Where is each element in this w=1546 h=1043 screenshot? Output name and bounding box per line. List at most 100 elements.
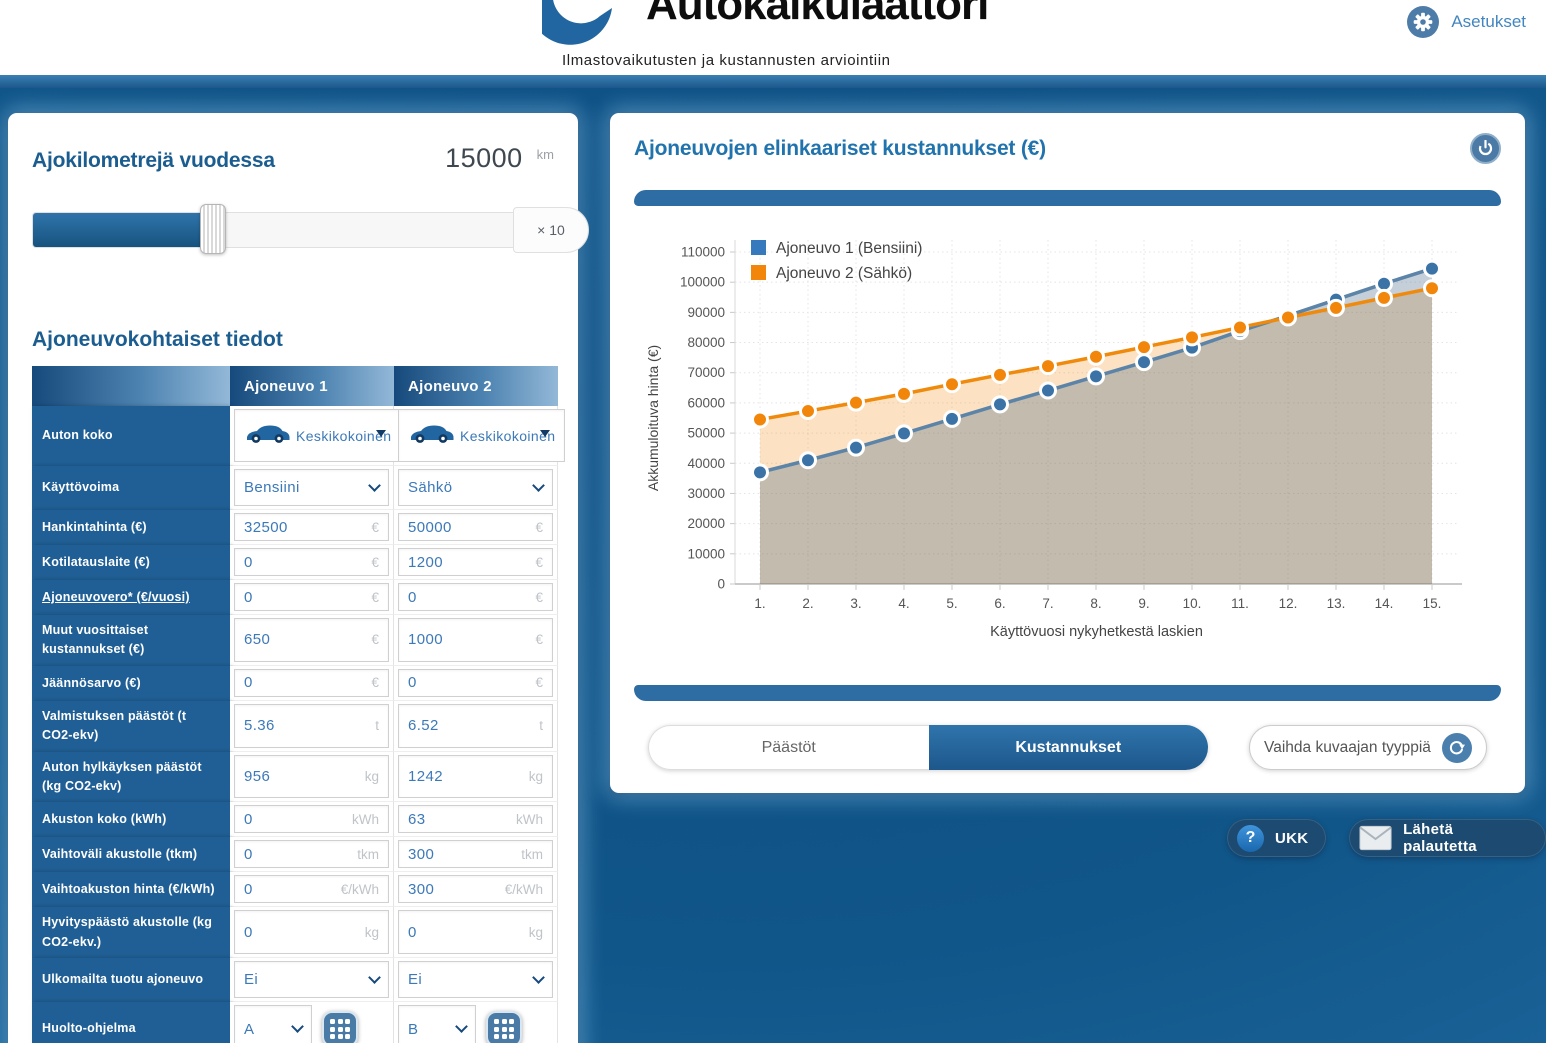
row-label: Muut vuosittaiset kustannukset (€) [32, 615, 230, 666]
unit-suffix: € [535, 632, 543, 648]
number-input[interactable]: 0 kg [234, 910, 389, 954]
multiplier-button[interactable]: × 10 [513, 207, 589, 253]
number-input[interactable]: 1200 € [398, 548, 553, 576]
feedback-label: Lähetä palautetta [1403, 821, 1477, 855]
number-input[interactable]: 0 € [398, 668, 553, 697]
unit-suffix: € [535, 589, 543, 605]
power-icon[interactable] [1470, 133, 1501, 164]
vehicle-input-panel: Ajokilometrejä vuodessa 15000 km × 10 Aj… [8, 113, 589, 1043]
number-input[interactable]: 650 € [234, 618, 389, 662]
row-label[interactable]: Ajoneuvovero* (€/vuosi) [32, 580, 230, 615]
value-cell-vehicle2: 1242 kg [394, 751, 558, 803]
number-input[interactable]: 0 €/kWh [234, 875, 389, 904]
app-logo-icon [542, 0, 612, 45]
number-input[interactable]: 0 € [398, 583, 553, 611]
unit-suffix: € [371, 589, 379, 605]
unit-suffix: kg [364, 768, 379, 784]
car-size-select[interactable]: Keskikokoinen [398, 409, 566, 462]
row-label: Auton hylkäyksen päästöt (kg CO2-ekv) [32, 751, 230, 803]
change-chart-type-button[interactable]: Vaihda kuvaajan tyyppiä [1249, 725, 1487, 770]
svg-text:40000: 40000 [687, 456, 725, 471]
number-input[interactable]: 956 kg [234, 754, 389, 799]
number-input[interactable]: 0 € [234, 583, 389, 611]
chevron-down-icon [368, 970, 381, 984]
number-input[interactable]: 0 kg [398, 910, 553, 954]
number-input[interactable]: 6.52 t [398, 703, 553, 748]
settings-button[interactable]: /**/ Asetukset [1407, 6, 1526, 38]
number-input[interactable]: 0 € [234, 548, 389, 576]
number-input[interactable]: 0 tkm [234, 840, 389, 869]
value-cell-vehicle2: B [394, 1002, 558, 1043]
annual-km-slider[interactable]: × 10 [32, 204, 589, 254]
number-input[interactable]: 5.36 t [234, 703, 389, 748]
unit-suffix: € [371, 554, 379, 570]
row-label: Ulkomailta tuotu ajoneuvo [32, 958, 230, 1002]
svg-text:90000: 90000 [687, 305, 725, 320]
value-cell-vehicle2: 50000 € [394, 510, 558, 545]
dropdown-select[interactable]: Ei [234, 961, 389, 998]
value-cell-vehicle1: 5.36 t [230, 700, 394, 752]
number-input[interactable]: 1242 kg [398, 754, 553, 799]
number-input[interactable]: 0 kWh [234, 805, 389, 834]
tab-costs[interactable]: Kustannukset [928, 725, 1208, 770]
service-plan-select[interactable]: B [398, 1005, 476, 1043]
app-title: Autokalkulaattori [646, 0, 989, 29]
chevron-down-icon [291, 1020, 304, 1033]
value-cell-vehicle1: 0 tkm [230, 837, 394, 873]
annual-km-unit: km [536, 147, 554, 162]
number-input[interactable]: 50000 € [398, 513, 553, 541]
unit-suffix: € [371, 519, 379, 535]
value-cell-vehicle1: 956 kg [230, 751, 394, 803]
value-cell-vehicle1: 0 kWh [230, 802, 394, 838]
value-cell-vehicle2: 300 €/kWh [394, 872, 558, 908]
svg-text:100000: 100000 [680, 275, 725, 290]
caret-down-icon [540, 430, 551, 437]
gear-icon: /**/ [1407, 6, 1440, 38]
number-input[interactable]: 32500 € [234, 513, 389, 541]
row-label: Huolto-ohjelma [32, 1002, 230, 1043]
slider-fill [33, 213, 211, 247]
row-label: Akuston koko (kWh) [32, 802, 230, 838]
envelope-icon [1359, 825, 1392, 851]
value-cell-vehicle1: 650 € [230, 615, 394, 666]
unit-suffix: kWh [516, 811, 543, 827]
unit-suffix: € [535, 554, 543, 570]
svg-text:4.: 4. [898, 596, 909, 611]
number-input[interactable]: 300 tkm [398, 840, 553, 869]
faq-button[interactable]: ? UKK [1227, 819, 1327, 857]
number-input[interactable]: 63 kWh [398, 805, 553, 834]
dropdown-select[interactable]: Bensiini [234, 469, 389, 506]
service-schedule-grid-button[interactable] [486, 1011, 522, 1043]
dropdown-select[interactable]: Sähkö [398, 469, 553, 506]
slider-handle[interactable] [200, 204, 226, 254]
svg-text:11.: 11. [1231, 596, 1249, 611]
number-input[interactable]: 300 €/kWh [398, 875, 553, 904]
row-label: Valmistuksen päästöt (t CO2-ekv) [32, 700, 230, 752]
chart-title: Ajoneuvojen elinkaariset kustannukset (€… [634, 136, 1046, 160]
app-header: Autokalkulaattori Ilmastovaikutusten ja … [0, 0, 1546, 75]
svg-text:70000: 70000 [687, 365, 725, 380]
service-schedule-grid-button[interactable] [322, 1011, 358, 1043]
svg-text:0: 0 [717, 577, 725, 592]
row-label: Kotilatauslaite (€) [32, 545, 230, 580]
settings-label: Asetukset [1451, 12, 1526, 31]
change-chart-type-label: Vaihda kuvaajan tyyppiä [1264, 738, 1431, 756]
chart-panel: Ajoneuvojen elinkaariset kustannukset (€… [610, 113, 1525, 793]
unit-suffix: kWh [352, 811, 379, 827]
tab-emissions[interactable]: Päästöt [648, 725, 929, 770]
number-input[interactable]: 1000 € [398, 618, 553, 662]
number-input[interactable]: 0 € [234, 668, 389, 697]
svg-text:6.: 6. [994, 596, 1005, 611]
send-feedback-button[interactable]: Lähetä palautetta [1349, 819, 1546, 857]
value-cell-vehicle2: Ei [394, 958, 558, 1002]
vehicle-table: Ajoneuvo 1 Ajoneuvo 2 Auton koko Keskikok… [32, 366, 566, 1043]
svg-text:Ajoneuvo 2 (Sähkö): Ajoneuvo 2 (Sähkö) [776, 265, 912, 282]
value-cell-vehicle2: Sähkö [394, 466, 558, 510]
dropdown-select[interactable]: Ei [398, 961, 553, 998]
car-size-select[interactable]: Keskikokoinen [234, 409, 402, 462]
value-cell-vehicle1: 32500 € [230, 510, 394, 545]
svg-text:13.: 13. [1327, 596, 1346, 611]
slider-track[interactable] [32, 212, 514, 248]
caret-down-icon [376, 430, 387, 437]
service-plan-select[interactable]: A [234, 1005, 312, 1043]
